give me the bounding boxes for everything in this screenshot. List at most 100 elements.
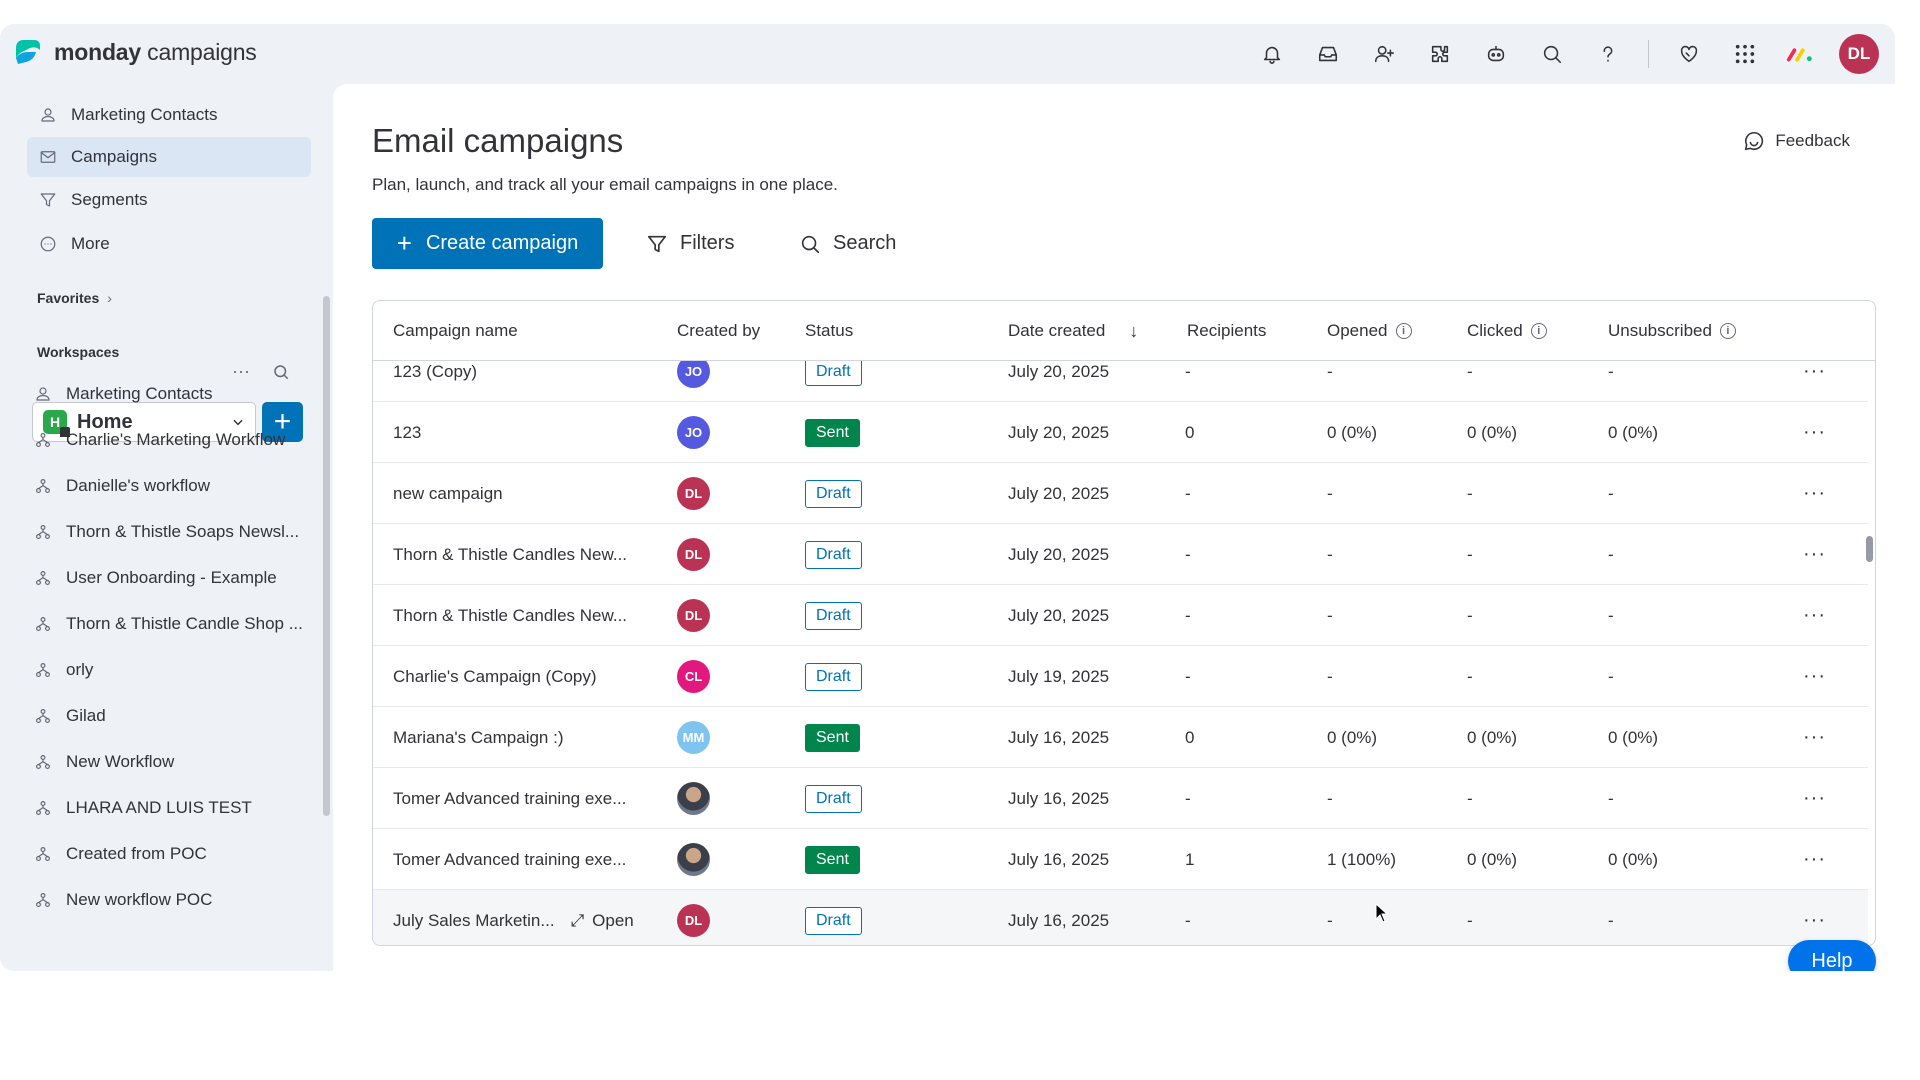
campaign-name-cell[interactable]: new campaign <box>393 463 503 524</box>
more-options-icon[interactable]: ··· <box>1803 909 1826 931</box>
creator-avatar[interactable]: JO <box>677 416 710 449</box>
search-button[interactable]: Search <box>799 218 896 269</box>
sidebar-item-more[interactable]: More <box>27 224 311 264</box>
campaign-name-cell[interactable]: Mariana's Campaign :) <box>393 707 563 768</box>
campaign-name-cell[interactable]: Tomer Advanced training exe... <box>393 768 626 829</box>
more-options-icon[interactable]: ··· <box>1803 543 1826 565</box>
filters-button[interactable]: Filters <box>646 218 734 269</box>
col-date-created[interactable]: Date created ↓ <box>1008 301 1138 361</box>
more-options-icon[interactable]: ··· <box>1803 482 1826 504</box>
table-row[interactable]: Thorn & Thistle Candles New... DL Draft Jul… <box>373 585 1868 646</box>
col-campaign-name[interactable]: Campaign name <box>393 301 518 361</box>
campaign-name[interactable]: Thorn & Thistle Candles New... <box>393 605 628 625</box>
campaign-name[interactable]: 123 (Copy) <box>393 361 478 381</box>
info-icon[interactable]: i <box>1395 323 1412 339</box>
more-options-icon[interactable]: ··· <box>1803 848 1826 870</box>
sidebar-item-segments[interactable]: Segments <box>27 180 311 220</box>
monday-logo-icon[interactable] <box>1785 42 1815 66</box>
creator-avatar[interactable]: CL <box>677 660 710 693</box>
workspace-item[interactable]: orly <box>34 650 314 690</box>
table-row[interactable]: Tomer Advanced training exe... Sent July 1… <box>373 829 1868 890</box>
help-button[interactable]: Help <box>1788 940 1876 971</box>
workspace-options-icon[interactable]: ··· <box>232 361 250 381</box>
creator-avatar[interactable]: DL <box>677 538 710 571</box>
favorites-toggle[interactable]: Favorites › <box>37 290 112 306</box>
more-options-icon[interactable]: ··· <box>1803 787 1826 809</box>
help-icon[interactable] <box>1592 38 1624 70</box>
more-options-icon[interactable]: ··· <box>1803 665 1826 687</box>
sort-desc-icon[interactable]: ↓ <box>1129 320 1139 341</box>
col-created-by[interactable]: Created by <box>677 301 760 361</box>
brand[interactable]: monday campaigns <box>12 36 257 68</box>
workspace-item[interactable]: LHARA AND LUIS TEST <box>34 788 314 828</box>
workspace-item[interactable]: User Onboarding - Example <box>34 558 314 598</box>
invite-user-icon[interactable] <box>1368 38 1400 70</box>
campaign-name[interactable]: new campaign <box>393 483 503 503</box>
workspace-search-icon[interactable] <box>272 363 290 381</box>
workspace-item[interactable]: Thorn & Thistle Candle Shop ... <box>34 604 314 644</box>
table-row[interactable]: new campaign DL Draft July 20, 2025 - - - - ··· <box>373 463 1868 524</box>
campaign-name-cell[interactable]: 123 (Copy) <box>393 361 477 402</box>
table-row[interactable]: July Sales Marketin... ⤢ Open DL Draft July 1… <box>373 890 1868 945</box>
col-recipients[interactable]: Recipients <box>1187 301 1266 361</box>
campaign-name[interactable]: Tomer Advanced training exe... <box>393 849 627 869</box>
integrations-icon[interactable] <box>1424 38 1456 70</box>
creator-avatar[interactable]: JO <box>677 361 710 388</box>
col-unsubscribed[interactable]: Unsubscribed i <box>1608 301 1736 361</box>
campaign-name[interactable]: 123 <box>393 422 422 442</box>
campaign-name-cell[interactable]: Thorn & Thistle Candles New... <box>393 585 627 646</box>
creator-avatar[interactable]: DL <box>677 477 710 510</box>
ai-bot-icon[interactable] <box>1480 38 1512 70</box>
add-workspace-item-button[interactable]: + <box>262 402 303 442</box>
creator-avatar[interactable] <box>677 843 710 876</box>
creator-avatar[interactable]: DL <box>677 599 710 632</box>
workspace-item[interactable]: Gilad <box>34 696 314 736</box>
table-row[interactable]: Charlie's Campaign (Copy) CL Draft July 19,… <box>373 646 1868 707</box>
campaign-name[interactable]: Charlie's Campaign (Copy) <box>393 666 597 686</box>
workspace-item[interactable]: New Workflow <box>34 742 314 782</box>
campaign-name-cell[interactable]: Tomer Advanced training exe... <box>393 829 626 890</box>
feedback-button[interactable]: Feedback <box>1743 130 1850 152</box>
table-scrollbar[interactable] <box>1866 536 1873 562</box>
table-row[interactable]: Mariana's Campaign :) MM Sent July 16, 2025… <box>373 707 1868 768</box>
apps-grid-icon[interactable] <box>1729 38 1761 70</box>
workspace-item[interactable]: Created from POC <box>34 834 314 874</box>
search-icon[interactable] <box>1536 38 1568 70</box>
campaign-name-cell[interactable]: 123 <box>393 402 421 463</box>
sidebar-item-campaigns[interactable]: Campaigns <box>27 137 311 177</box>
campaign-name[interactable]: Mariana's Campaign :) <box>393 727 564 747</box>
table-row[interactable]: Tomer Advanced training exe... Draft July … <box>373 768 1868 829</box>
creator-avatar[interactable] <box>677 782 710 815</box>
campaign-name[interactable]: Tomer Advanced training exe... <box>393 788 627 808</box>
table-row[interactable]: 123 (Copy) JO Draft July 20, 2025 - - - - ··· <box>373 361 1868 402</box>
creator-avatar[interactable]: MM <box>677 721 710 754</box>
workspace-item[interactable]: Thorn & Thistle Soaps Newsl... <box>34 512 314 552</box>
workspace-item[interactable]: Charlie's Marketing Workflow <box>34 420 314 460</box>
more-options-icon[interactable]: ··· <box>1803 361 1826 382</box>
more-options-icon[interactable]: ··· <box>1803 726 1826 748</box>
workspace-item[interactable]: New workflow POC <box>34 880 314 920</box>
creator-avatar[interactable]: DL <box>677 904 710 937</box>
more-options-icon[interactable]: ··· <box>1803 604 1826 626</box>
campaign-name-cell[interactable]: Charlie's Campaign (Copy) <box>393 646 597 707</box>
workspace-item[interactable]: Marketing Contacts <box>34 374 314 414</box>
workspace-item[interactable]: Danielle's workflow <box>34 466 314 506</box>
inbox-icon[interactable] <box>1312 38 1344 70</box>
sidebar-item-marketing-contacts[interactable]: Marketing Contacts <box>27 95 311 135</box>
open-campaign-link[interactable]: ⤢ Open <box>571 911 634 931</box>
table-row[interactable]: 123 JO Sent July 20, 2025 0 0 (0%) 0 (0%) 0 (0%… <box>373 402 1868 463</box>
info-icon[interactable]: i <box>1530 323 1547 339</box>
campaign-name-cell[interactable]: July Sales Marketin... ⤢ Open <box>393 890 634 945</box>
col-opened[interactable]: Opened i <box>1327 301 1412 361</box>
sidebar-scrollbar[interactable] <box>323 296 330 816</box>
info-icon[interactable]: i <box>1719 323 1736 339</box>
col-status[interactable]: Status <box>805 301 853 361</box>
bell-icon[interactable] <box>1256 38 1288 70</box>
campaign-name-cell[interactable]: Thorn & Thistle Candles New... <box>393 524 627 585</box>
campaign-name[interactable]: July Sales Marketin... <box>393 910 555 930</box>
workspace-selector[interactable]: H Home <box>32 402 256 442</box>
campaign-name[interactable]: Thorn & Thistle Candles New... <box>393 544 628 564</box>
table-row[interactable]: Thorn & Thistle Candles New... DL Draft Jul… <box>373 524 1868 585</box>
user-avatar[interactable]: DL <box>1839 34 1879 74</box>
more-options-icon[interactable]: ··· <box>1803 421 1826 443</box>
